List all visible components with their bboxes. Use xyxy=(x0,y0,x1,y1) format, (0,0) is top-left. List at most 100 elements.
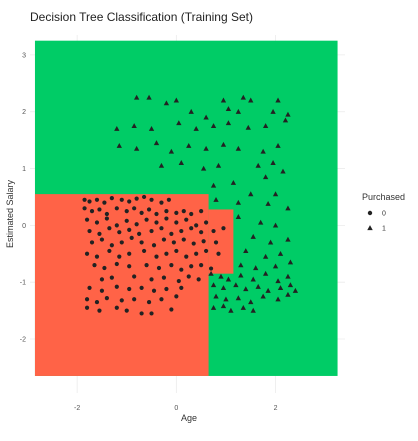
point-class-0 xyxy=(149,311,154,316)
point-class-1 xyxy=(280,168,286,174)
point-class-1 xyxy=(272,222,279,228)
point-class-0 xyxy=(127,199,132,204)
x-tick-label: -2 xyxy=(74,405,80,412)
point-class-0 xyxy=(114,305,119,310)
point-class-1 xyxy=(210,282,217,288)
point-class-0 xyxy=(87,285,92,290)
point-class-0 xyxy=(164,251,169,256)
point-class-0 xyxy=(127,264,132,269)
point-class-1 xyxy=(250,233,256,239)
point-class-0 xyxy=(114,261,119,267)
point-class-1 xyxy=(213,196,219,202)
point-class-0 xyxy=(174,220,179,225)
point-class-0 xyxy=(94,254,100,259)
point-class-0 xyxy=(82,197,87,202)
point-class-0 xyxy=(199,209,204,214)
point-class-0 xyxy=(149,197,154,202)
point-class-0 xyxy=(196,277,201,282)
point-class-0 xyxy=(114,284,119,289)
point-class-1 xyxy=(233,282,239,288)
point-class-1 xyxy=(178,160,184,165)
point-class-1 xyxy=(285,273,291,279)
point-class-1 xyxy=(210,304,217,310)
point-class-1 xyxy=(240,304,246,310)
point-class-0 xyxy=(129,235,134,240)
point-class-1 xyxy=(243,286,249,292)
point-class-0 xyxy=(82,206,87,211)
point-class-0 xyxy=(144,263,149,268)
point-class-1 xyxy=(220,285,227,290)
chart-title: Decision Tree Classification (Training S… xyxy=(30,10,253,24)
point-class-0 xyxy=(139,311,144,316)
point-class-0 xyxy=(208,266,214,271)
point-class-0 xyxy=(132,206,137,211)
point-class-1 xyxy=(270,108,276,114)
point-class-0 xyxy=(194,251,199,256)
point-class-1 xyxy=(131,123,137,129)
point-class-0 xyxy=(87,199,92,204)
point-class-0 xyxy=(189,211,194,217)
point-class-0 xyxy=(99,277,105,282)
point-class-0 xyxy=(134,196,139,201)
x-axis-title: Age xyxy=(181,413,197,423)
point-class-0 xyxy=(149,228,154,234)
point-class-0 xyxy=(102,265,107,271)
point-class-0 xyxy=(84,297,90,302)
region-class-0 xyxy=(34,194,209,376)
point-class-0 xyxy=(213,240,219,245)
point-class-1 xyxy=(235,214,242,219)
y-tick-label: 3 xyxy=(22,52,26,59)
point-class-0 xyxy=(97,308,102,313)
point-class-0 xyxy=(146,207,152,212)
point-class-1 xyxy=(158,162,165,168)
point-class-1 xyxy=(277,285,284,290)
point-class-0 xyxy=(154,211,159,217)
data-points xyxy=(82,94,299,316)
point-class-1 xyxy=(220,141,227,147)
point-class-0 xyxy=(119,298,124,303)
point-class-1 xyxy=(218,273,224,279)
point-class-0 xyxy=(216,251,221,256)
point-class-1 xyxy=(265,287,271,293)
point-class-1 xyxy=(248,191,254,197)
point-class-0 xyxy=(154,220,159,225)
legend-title: Purchased xyxy=(362,192,405,202)
point-class-1 xyxy=(292,287,299,293)
point-class-1 xyxy=(210,123,217,129)
point-class-1 xyxy=(265,200,271,206)
point-class-1 xyxy=(186,143,192,148)
point-class-0 xyxy=(99,288,105,293)
point-class-0 xyxy=(159,226,164,231)
point-class-0 xyxy=(107,248,112,254)
point-class-0 xyxy=(97,207,102,212)
point-class-1 xyxy=(114,125,120,131)
point-class-0 xyxy=(204,248,209,254)
point-class-0 xyxy=(104,211,109,217)
point-class-0 xyxy=(194,223,199,228)
point-class-0 xyxy=(161,237,167,242)
point-class-0 xyxy=(199,263,204,268)
point-class-0 xyxy=(179,228,184,234)
point-class-0 xyxy=(132,297,137,302)
point-class-0 xyxy=(159,200,164,205)
point-class-1 xyxy=(238,262,244,268)
point-class-1 xyxy=(220,97,227,103)
point-class-0 xyxy=(84,217,90,222)
point-class-0 xyxy=(174,248,179,254)
point-class-1 xyxy=(272,191,279,197)
point-class-1 xyxy=(153,140,160,146)
point-class-0 xyxy=(169,231,174,236)
point-class-0 xyxy=(151,288,157,293)
point-class-0 xyxy=(89,209,95,214)
point-class-1 xyxy=(277,250,284,256)
point-class-1 xyxy=(213,293,219,299)
point-class-1 xyxy=(193,125,199,131)
point-class-0 xyxy=(146,299,152,305)
point-class-1 xyxy=(148,125,155,131)
point-class-1 xyxy=(267,239,274,245)
point-class-1 xyxy=(203,145,209,151)
point-class-0 xyxy=(119,197,124,202)
legend-key-circle xyxy=(367,210,373,216)
point-class-1 xyxy=(163,100,170,106)
tick-labels: -2 0 2 -2 -1 0 1 2 3 xyxy=(20,52,278,412)
